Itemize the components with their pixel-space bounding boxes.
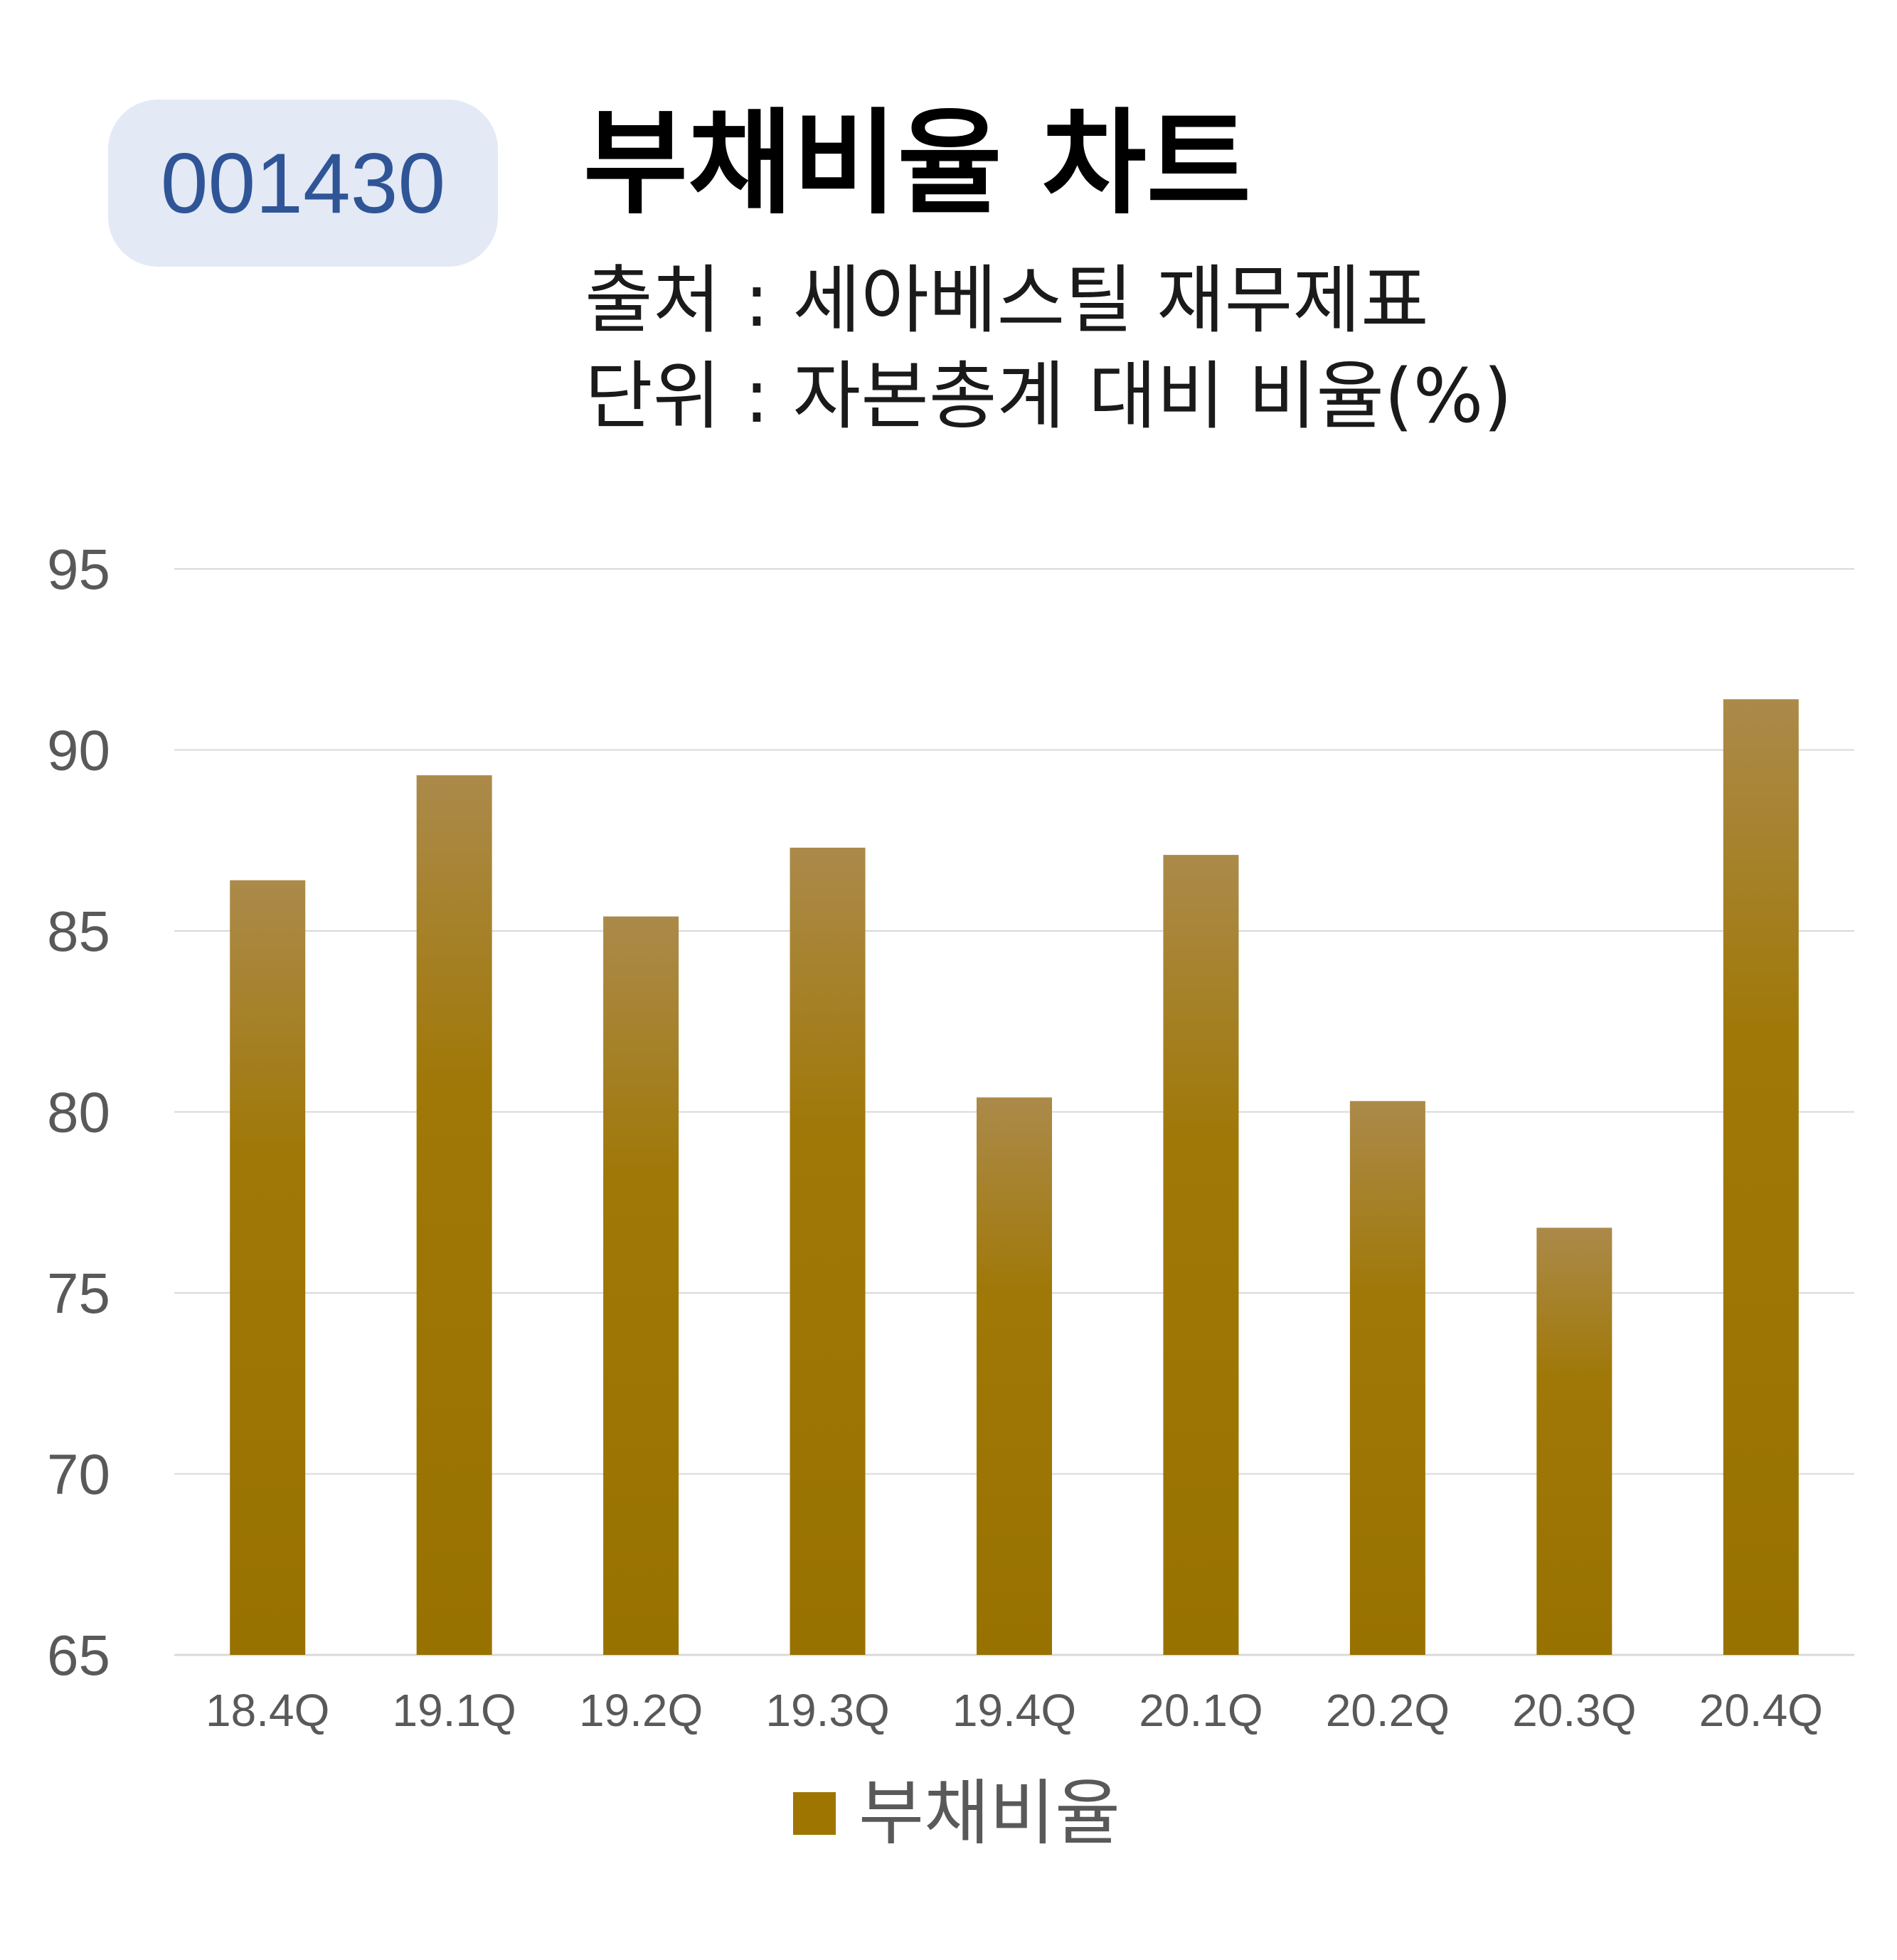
y-tick-label: 75: [47, 1262, 110, 1325]
y-tick-label: 70: [47, 1443, 110, 1506]
x-tick-label: 20.1Q: [1139, 1685, 1263, 1736]
bar-19.2Q: [603, 916, 679, 1655]
x-tick-label: 20.3Q: [1512, 1685, 1636, 1736]
x-tick-label: 19.1Q: [392, 1685, 516, 1736]
stock-code: 001430: [160, 135, 446, 231]
legend-label: 부채비율: [859, 1772, 1120, 1855]
bar-20.3Q: [1536, 1227, 1612, 1655]
chart-source: 출처 : 세아베스틸 재무제표: [585, 257, 1429, 343]
y-tick-label: 90: [47, 719, 110, 782]
y-tick-label: 80: [47, 1081, 110, 1144]
chart-title: 부채비율 차트: [583, 97, 1251, 230]
y-axis-ticks: 65 70 75 80 85 90 95: [47, 538, 110, 1687]
x-tick-label: 20.2Q: [1326, 1685, 1450, 1736]
bars: [230, 699, 1799, 1655]
x-tick-label: 19.3Q: [765, 1685, 889, 1736]
bar-19.4Q: [977, 1097, 1052, 1655]
bar-18.4Q: [230, 880, 306, 1655]
x-tick-label: 19.4Q: [952, 1685, 1076, 1736]
bar-20.4Q: [1723, 699, 1799, 1655]
bar-19.1Q: [416, 775, 492, 1655]
y-tick-label: 85: [47, 900, 110, 963]
legend: 부채비율: [793, 1778, 1120, 1849]
x-tick-label: 19.2Q: [579, 1685, 703, 1736]
x-tick-label: 20.4Q: [1699, 1685, 1823, 1736]
legend-swatch: [793, 1792, 836, 1835]
y-tick-label: 95: [47, 538, 110, 601]
stock-code-badge: 001430: [108, 100, 498, 267]
y-tick-label: 65: [47, 1624, 110, 1687]
bar-chart: 65 70 75 80 85 90 95 18.4Q 19.1Q 19.2Q 19.3Q 19.4Q…: [47, 538, 1854, 1736]
x-tick-label: 18.4Q: [206, 1685, 329, 1736]
bar-19.3Q: [790, 847, 866, 1655]
x-axis-ticks: 18.4Q 19.1Q 19.2Q 19.3Q 19.4Q 20.1Q 20.2Q 20.3Q…: [206, 1685, 1823, 1736]
chart-unit: 단위 : 자본총계 대비 비율(%): [585, 353, 1513, 440]
bar-20.2Q: [1349, 1101, 1425, 1655]
bar-20.1Q: [1163, 855, 1239, 1655]
